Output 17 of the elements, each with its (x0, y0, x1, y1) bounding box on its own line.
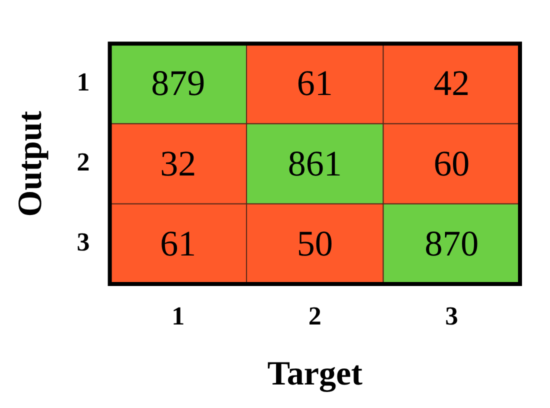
data-label: 32 (160, 143, 196, 184)
y-tick-label: 1 (76, 67, 90, 96)
data-label: 50 (296, 223, 333, 264)
data-label: 870 (424, 223, 479, 264)
y-axis-title: Output (12, 110, 50, 217)
x-tick-label: 2 (308, 301, 322, 330)
y-tick-label: 2 (76, 148, 90, 177)
data-label: 861 (288, 143, 342, 184)
x-tick-label: 1 (172, 301, 185, 330)
data-label: 60 (434, 143, 470, 184)
data-label: 61 (160, 223, 196, 264)
data-label: 61 (296, 63, 333, 104)
y-tick-label: 3 (76, 228, 90, 257)
data-label: 879 (151, 63, 206, 104)
x-axis-title: Target (267, 355, 364, 392)
x-tick-label: 3 (445, 301, 458, 330)
data-label: 42 (434, 63, 470, 104)
